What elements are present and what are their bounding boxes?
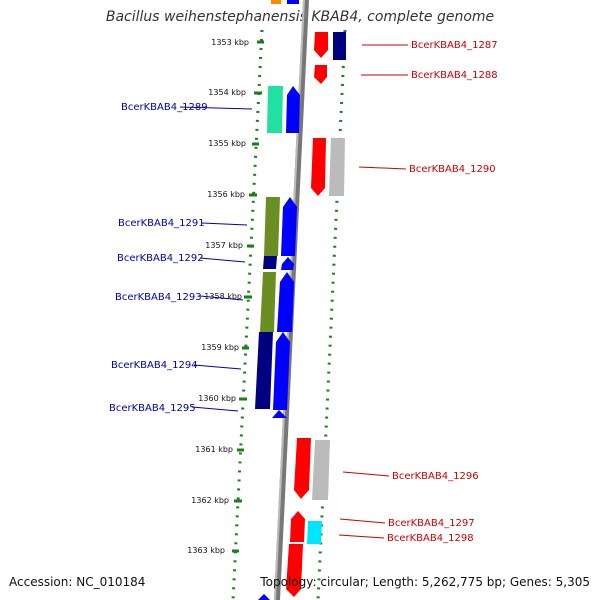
cds-reverse-1297 (290, 511, 305, 542)
leader-line (342, 471, 390, 477)
cds-reverse-1298 (286, 544, 303, 597)
gene-label-1294[interactable]: BcerKBAB4_1294 (111, 360, 198, 371)
cds-reverse-1287 (314, 32, 328, 58)
leader-line (191, 406, 239, 412)
tick-label: 1361 kbp (195, 445, 233, 454)
outer-left-dotted-ring (231, 29, 264, 600)
leader-line (199, 295, 244, 301)
topology-text: Topology: circular; Length: 5,262,775 bp… (260, 575, 590, 589)
gene-label-1291[interactable]: BcerKBAB4_1291 (118, 218, 205, 229)
cds-forward-1293 (277, 272, 294, 332)
cds-reverse-1290 (311, 138, 326, 196)
cds-1294-partner (255, 332, 273, 409)
cds-forward-1289 (286, 86, 300, 133)
cds-1290-partner (329, 138, 345, 196)
tick-label: 1357 kbp (205, 241, 243, 250)
tick-label: 1355 kbp (208, 139, 246, 148)
cds-1287-partner (333, 32, 346, 60)
map-title: Bacillus weihenstephanensis KBAB4, compl… (105, 9, 495, 25)
leader-line (201, 222, 248, 226)
gene-label-1292[interactable]: BcerKBAB4_1292 (117, 253, 204, 264)
tick-label: 1358 kbp (204, 292, 242, 301)
gene-label-1288[interactable]: BcerKBAB4_1288 (411, 70, 498, 81)
cds-forward-1291 (281, 197, 297, 256)
leader-line (339, 518, 386, 524)
cds-reverse-1296 (294, 438, 311, 499)
cds-1293-partner (260, 272, 276, 332)
leader-line (199, 257, 246, 263)
cds-partial-top (271, 0, 281, 4)
tick-label: 1363 kbp (187, 546, 225, 555)
cds-partial-bottom (258, 594, 270, 600)
cds-1292-partner (263, 256, 277, 269)
gene-label-1296[interactable]: BcerKBAB4_1296 (392, 471, 479, 482)
gene-label-1287[interactable]: BcerKBAB4_1287 (411, 40, 498, 51)
cds-1296-partner (312, 440, 330, 500)
cds-1291-partner (264, 197, 280, 256)
cds-reverse-1288 (314, 65, 327, 84)
tick-label: 1360 kbp (198, 394, 236, 403)
gene-label-1298[interactable]: BcerKBAB4_1298 (387, 533, 474, 544)
leader-line (358, 166, 407, 170)
gene-label-1297[interactable]: BcerKBAB4_1297 (388, 518, 475, 529)
cds-forward-1294 (273, 332, 290, 410)
tick-label: 1354 kbp (208, 88, 246, 97)
accession-text: Accession: NC_010184 (9, 575, 146, 589)
tick-label: 1356 kbp (207, 190, 245, 199)
cds-forward-1295 (272, 410, 287, 418)
cds-1289-partner (267, 86, 283, 133)
gene-label-1290[interactable]: BcerKBAB4_1290 (409, 164, 496, 175)
tick-label: 1362 kbp (191, 496, 229, 505)
gene-label-1293[interactable]: BcerKBAB4_1293 (115, 292, 202, 303)
leader-line (179, 106, 253, 110)
leader-line (338, 534, 385, 539)
outer-right-dotted-ring (316, 29, 347, 600)
leader-line (193, 364, 242, 370)
cds-partial-top (287, 0, 299, 4)
tick-label: 1353 kbp (211, 38, 249, 47)
tick-label: 1359 kbp (201, 343, 239, 352)
cds-1298-partner (307, 521, 322, 544)
gene-label-1289[interactable]: BcerKBAB4_1289 (121, 102, 208, 113)
cds-forward-1292 (281, 257, 294, 270)
gene-label-1295[interactable]: BcerKBAB4_1295 (109, 403, 196, 414)
